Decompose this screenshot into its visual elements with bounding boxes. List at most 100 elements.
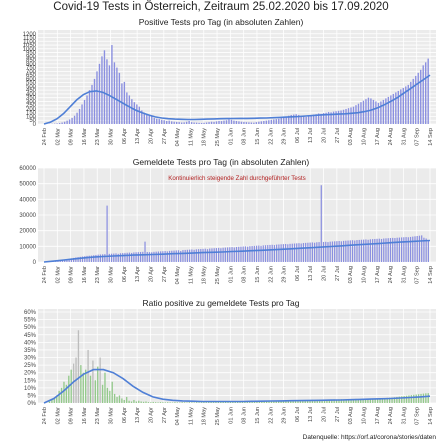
bar	[66, 120, 68, 124]
x-tick-label: 27 Apr	[162, 128, 168, 144]
bar	[403, 237, 405, 262]
bar	[195, 122, 198, 124]
x-tick-label: 25 May	[215, 266, 221, 285]
bar	[311, 399, 314, 403]
bar	[113, 393, 116, 403]
bar	[226, 247, 229, 262]
bar	[91, 84, 93, 124]
y-tick-label: 15%	[24, 378, 37, 384]
bar	[358, 239, 360, 262]
bar	[338, 241, 340, 262]
y-tick-label: 10000	[19, 244, 36, 250]
bar	[300, 243, 302, 262]
bar	[111, 45, 113, 124]
x-tick-label: 07 Sep	[415, 266, 421, 284]
bar	[138, 400, 140, 403]
y-tick-label: 60000	[19, 166, 36, 172]
bar	[314, 399, 316, 403]
y-tick-label: 350	[26, 96, 37, 102]
bar	[167, 402, 169, 403]
bar	[79, 256, 81, 262]
bar	[101, 384, 104, 403]
y-tick-label: 1200	[23, 32, 37, 38]
bar	[200, 122, 203, 124]
bar	[233, 120, 235, 124]
x-tick-label: 23 Mar	[95, 407, 101, 425]
bar	[131, 252, 133, 262]
bar	[383, 238, 385, 262]
x-tick-label: 22 Jun	[268, 407, 274, 424]
y-tick-label: 600	[26, 77, 37, 83]
bar	[268, 400, 270, 403]
bar	[208, 122, 210, 124]
y-tick-label: 300	[26, 99, 37, 105]
bar	[258, 245, 260, 262]
x-tick-label: 08 Jun	[242, 407, 248, 424]
bar	[282, 244, 284, 262]
bar	[190, 122, 193, 124]
bar	[378, 238, 380, 262]
bar	[351, 240, 354, 262]
bar	[412, 78, 414, 124]
bar	[222, 247, 224, 262]
y-tick-label: 25%	[24, 363, 37, 369]
bar	[319, 399, 321, 403]
bar	[86, 255, 88, 262]
x-tick-label: 16 Mar	[82, 407, 88, 425]
bar	[255, 122, 258, 124]
bar	[68, 119, 71, 124]
bar	[220, 248, 222, 262]
bar	[215, 121, 218, 124]
bar	[360, 102, 362, 124]
bar	[415, 394, 417, 403]
bar	[53, 398, 55, 403]
bar	[391, 397, 393, 403]
bar	[273, 400, 275, 403]
bar	[70, 258, 73, 262]
x-tick-label: 07 Sep	[415, 407, 421, 425]
y-tick-label: 55%	[24, 318, 37, 324]
bar	[73, 257, 75, 262]
bar	[342, 240, 345, 262]
bar	[360, 239, 363, 262]
x-tick-label: 18 May	[202, 407, 208, 426]
bar	[382, 99, 385, 124]
x-tick-label: 18 May	[202, 266, 208, 285]
x-tick-label: 27 Jul	[335, 407, 341, 422]
bar	[410, 395, 413, 403]
bar	[220, 121, 223, 124]
bar	[182, 250, 184, 262]
bar	[191, 402, 193, 403]
bar	[215, 248, 218, 262]
bar	[418, 235, 421, 262]
bar	[71, 117, 73, 124]
x-tick-label: 13 Jul	[308, 266, 314, 281]
bar	[298, 243, 300, 262]
bar	[209, 248, 211, 262]
bar	[109, 390, 111, 403]
bar	[248, 122, 250, 124]
x-tick-label: 11 May	[188, 266, 194, 284]
bar	[151, 252, 153, 262]
bar	[370, 98, 372, 124]
panel-title-positive: Positive Tests pro Tag (in absoluten Zah…	[138, 17, 304, 27]
bar	[298, 114, 300, 124]
bar	[51, 399, 53, 403]
x-tick-label: 27 Apr	[162, 266, 168, 282]
bar	[285, 400, 287, 403]
bar	[273, 119, 275, 124]
bar	[231, 247, 233, 262]
bar	[185, 121, 188, 124]
bar	[321, 399, 323, 403]
x-tick-label: 24 Feb	[42, 128, 48, 145]
bar	[135, 252, 137, 262]
bar	[82, 372, 84, 403]
bar	[396, 237, 398, 262]
bar	[230, 119, 233, 124]
bar	[398, 237, 400, 262]
bar	[131, 99, 133, 124]
bar	[191, 249, 193, 262]
bar	[123, 81, 126, 124]
bar	[197, 249, 200, 262]
